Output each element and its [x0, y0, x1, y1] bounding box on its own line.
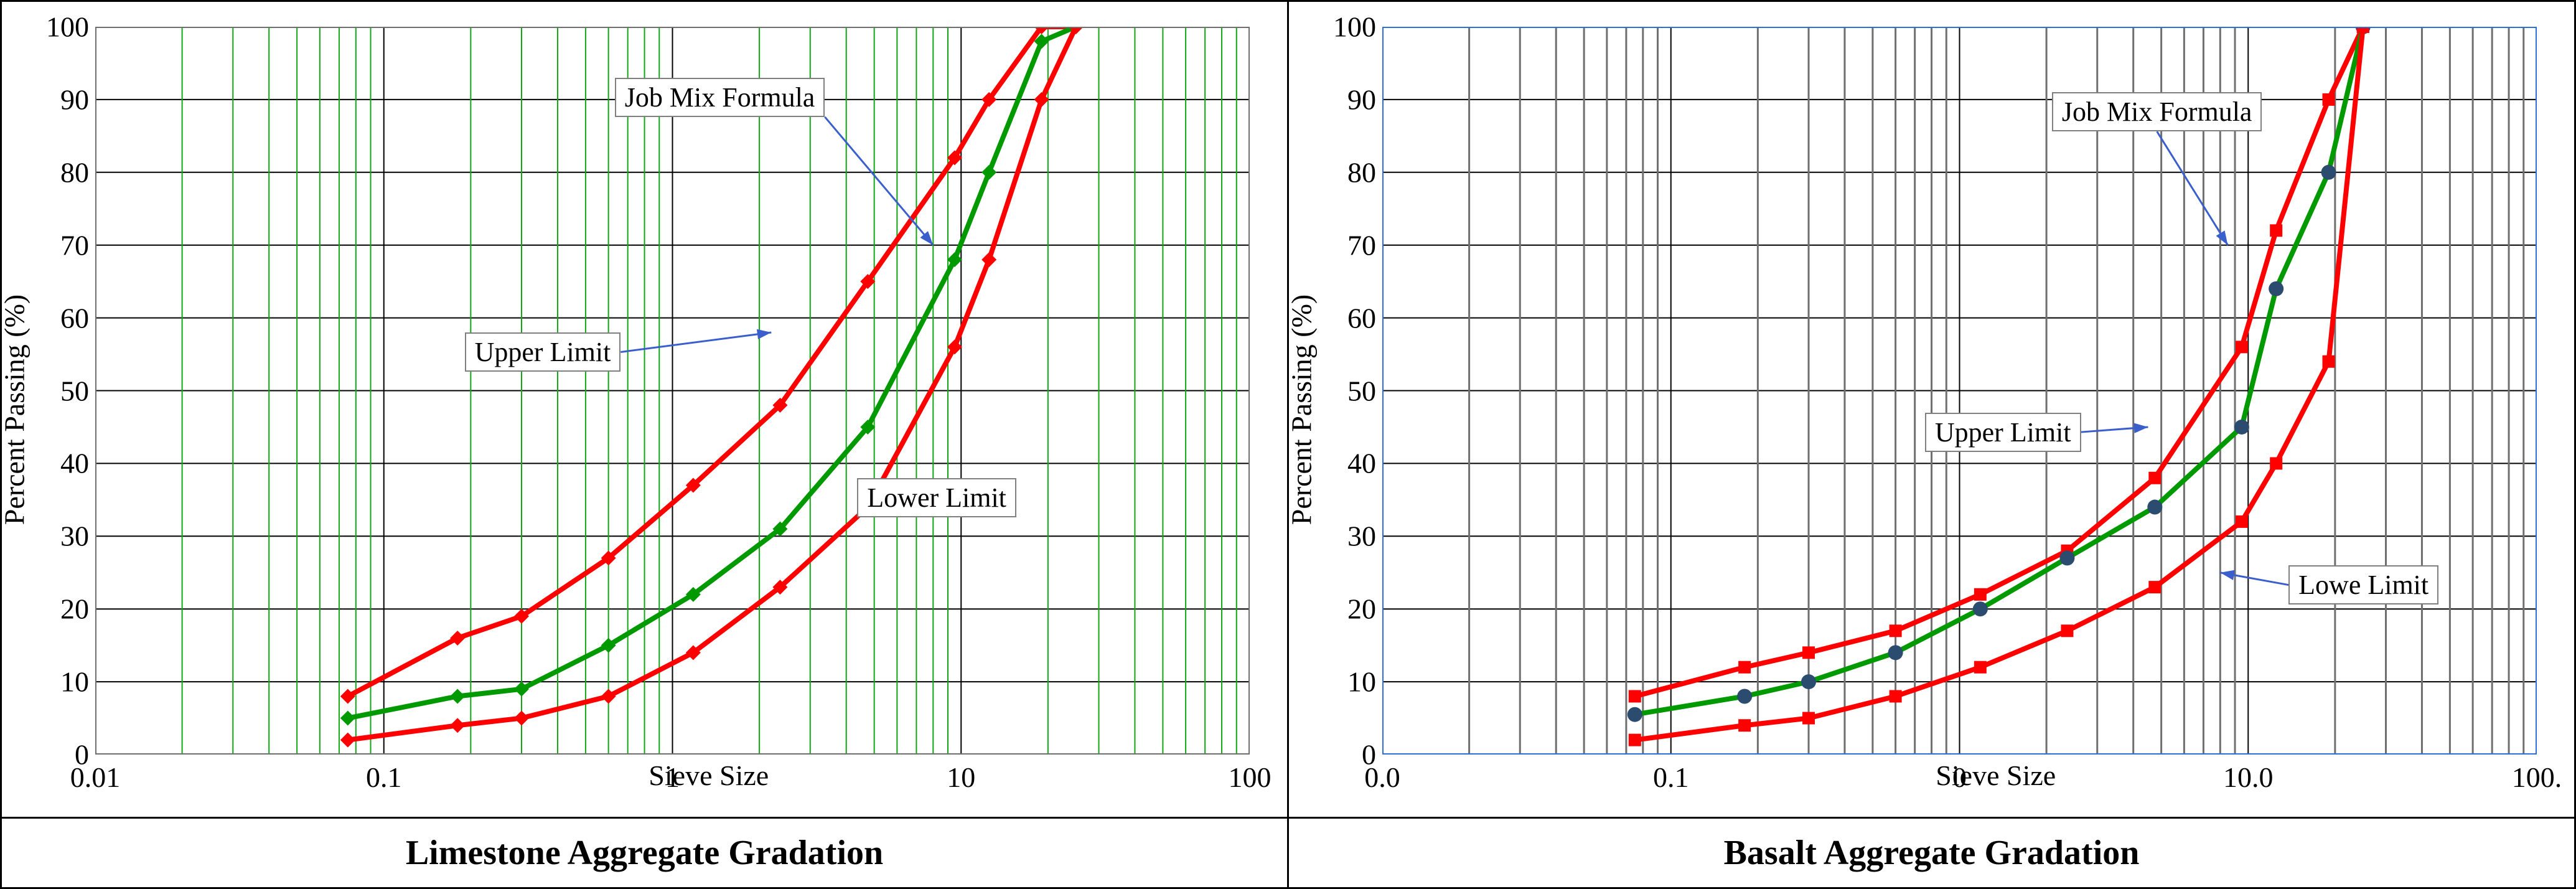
y-tick-label: 20 — [1314, 593, 1376, 626]
chart-annotation: Lower Limit — [857, 478, 1016, 517]
x-tick-label: 0.1 — [366, 761, 402, 794]
y-tick-label: 40 — [27, 447, 89, 480]
left-panel: 01020304050607080901000.010.1110100Job M… — [2, 2, 1289, 887]
y-tick-label: 50 — [27, 374, 89, 407]
y-tick-label: 90 — [27, 83, 89, 116]
x-tick-label: 0.0 — [1364, 761, 1400, 794]
x-tick-label: 100 — [1229, 761, 1272, 794]
right-panel: 01020304050607080901000.00.1010.0100.Job… — [1289, 2, 2574, 887]
left-plot: 01020304050607080901000.010.1110100Job M… — [95, 27, 1250, 755]
y-tick-label: 10 — [27, 666, 89, 698]
left-chart-area: 01020304050607080901000.010.1110100Job M… — [2, 2, 1287, 819]
y-tick-label: 80 — [1314, 156, 1376, 189]
y-tick-label: 60 — [1314, 301, 1376, 334]
chart-annotation: Upper Limit — [1925, 413, 2081, 452]
y-tick-label: 50 — [1314, 374, 1376, 407]
y-tick-label: 90 — [1314, 83, 1376, 116]
left-caption: Limestone Aggregate Gradation — [2, 819, 1287, 887]
chart-annotation: Job Mix Formula — [2052, 92, 2262, 131]
y-tick-label: 100 — [1314, 11, 1376, 44]
chart-annotation: Job Mix Formula — [615, 78, 825, 117]
y-tick-label: 70 — [1314, 228, 1376, 261]
x-tick-label: 10 — [947, 761, 975, 794]
x-tick-label: 0.1 — [1653, 761, 1689, 794]
right-y-axis-label: Percent Passing (%) — [1285, 294, 1318, 524]
y-tick-label: 70 — [27, 228, 89, 261]
right-caption: Basalt Aggregate Gradation — [1289, 819, 2574, 887]
charts-container: 01020304050607080901000.010.1110100Job M… — [0, 0, 2576, 889]
y-tick-label: 100 — [27, 11, 89, 44]
right-plot: 01020304050607080901000.00.1010.0100.Job… — [1382, 27, 2537, 755]
y-tick-label: 20 — [27, 593, 89, 626]
right-chart-area: 01020304050607080901000.00.1010.0100.Job… — [1289, 2, 2574, 819]
left-x-axis-label: Sieve Size — [649, 759, 769, 792]
x-tick-label: 100. — [2512, 761, 2562, 794]
y-tick-label: 60 — [27, 301, 89, 334]
chart-annotation: Lowe Limit — [2288, 565, 2438, 604]
y-tick-label: 40 — [1314, 447, 1376, 480]
y-tick-label: 30 — [27, 520, 89, 553]
y-tick-label: 30 — [1314, 520, 1376, 553]
x-tick-label: 0.01 — [70, 761, 121, 794]
left-y-axis-label: Percent Passing (%) — [0, 294, 31, 524]
y-tick-label: 10 — [1314, 666, 1376, 698]
right-x-axis-label: Sieve Size — [1936, 759, 2056, 792]
x-tick-label: 10.0 — [2223, 761, 2274, 794]
y-tick-label: 80 — [27, 156, 89, 189]
chart-annotation: Upper Limit — [465, 332, 621, 372]
